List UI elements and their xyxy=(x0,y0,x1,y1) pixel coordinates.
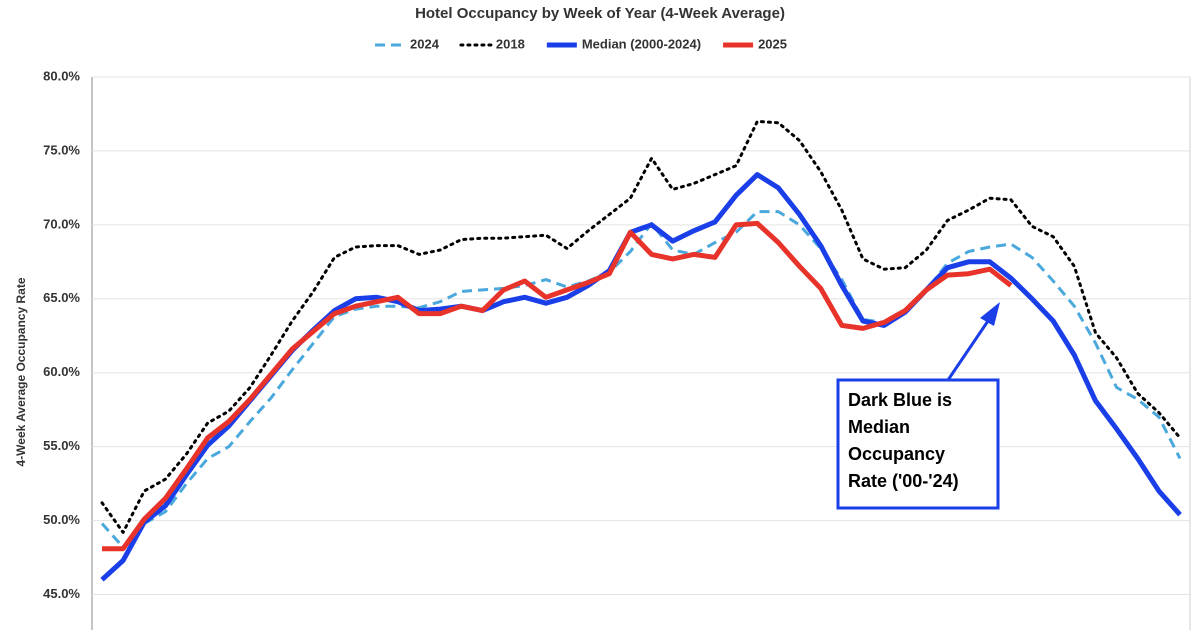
y-tick-label: 55.0% xyxy=(43,438,80,453)
annotation-arrowhead xyxy=(980,302,1000,326)
annotation-text: Rate ('00-'24) xyxy=(848,471,959,491)
annotation-text: Median xyxy=(848,417,910,437)
legend-label: 2024 xyxy=(410,36,440,51)
annotation-text: Dark Blue is xyxy=(848,390,952,410)
y-tick-label: 80.0% xyxy=(43,68,80,83)
series-line xyxy=(100,119,1182,534)
y-tick-label: 65.0% xyxy=(43,290,80,305)
y-tick-label: 45.0% xyxy=(43,586,80,601)
legend-label: 2025 xyxy=(758,36,787,51)
series-line xyxy=(100,210,1182,549)
annotation-arrow xyxy=(946,317,992,381)
y-tick-label: 75.0% xyxy=(43,142,80,157)
annotation-box xyxy=(836,378,1000,510)
annotation-text: Occupancy xyxy=(848,444,945,464)
y-axis-label: 4-Week Average Occupancy Rate xyxy=(14,277,28,466)
legend-label: 2018 xyxy=(496,36,525,51)
series-line xyxy=(102,220,1013,552)
chart-title: Hotel Occupancy by Week of Year (4-Week … xyxy=(415,5,785,22)
y-tick-label: 70.0% xyxy=(43,216,80,231)
y-tick-label: 50.0% xyxy=(43,512,80,527)
y-tick-label: 60.0% xyxy=(43,364,80,379)
legend-label: Median (2000-2024) xyxy=(582,36,701,51)
